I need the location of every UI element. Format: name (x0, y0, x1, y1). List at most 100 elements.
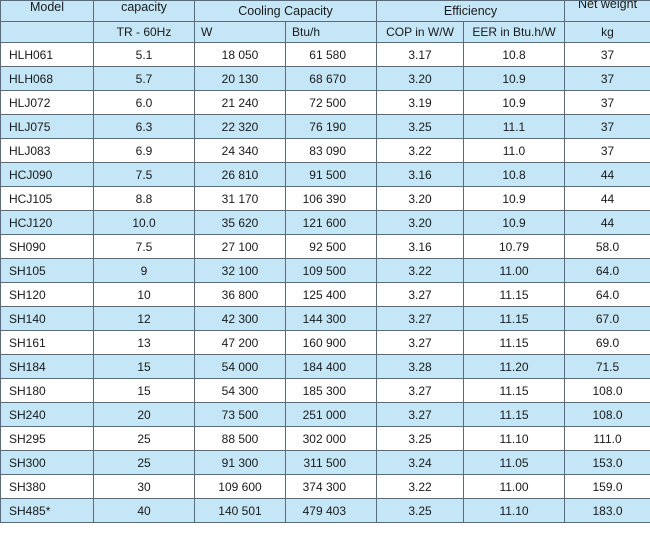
header-model: Model (0, 0, 94, 22)
cell-cop: 3.27 (376, 378, 464, 403)
cell-capacity-tr: 15 (93, 378, 195, 403)
cell-eer: 11.00 (462, 474, 566, 499)
header-cop: COP in W/W (376, 21, 464, 43)
cell-eer: 10.9 (462, 210, 566, 235)
cell-model: HCJ105 (0, 186, 94, 211)
cell-cooling-w: 140 501 (194, 498, 286, 523)
cell-eer: 10.9 (462, 186, 566, 211)
header-cooling-btu: Btu/h (285, 21, 377, 43)
cell-cop: 3.22 (376, 138, 464, 163)
cell-cooling-btu: 479 403 (285, 498, 377, 523)
cell-net-weight: 183.0 (564, 498, 650, 523)
cell-capacity-tr: 5.1 (93, 42, 195, 67)
cell-model: SH240 (0, 402, 94, 427)
cell-cooling-w: 42 300 (194, 306, 286, 331)
cell-net-weight: 37 (564, 138, 650, 163)
cell-cooling-w: 36 800 (194, 282, 286, 307)
cell-cop: 3.17 (376, 42, 464, 67)
cell-model: SH300 (0, 450, 94, 475)
cell-cooling-btu: 61 580 (285, 42, 377, 67)
cell-cooling-btu: 106 390 (285, 186, 377, 211)
cell-eer: 11.15 (462, 402, 566, 427)
cell-net-weight: 64.0 (564, 258, 650, 283)
cell-capacity-tr: 9 (93, 258, 195, 283)
table-row: HLH061 5.1 18 050 61 580 3.17 10.8 37 (0, 42, 650, 67)
cell-model: HCJ120 (0, 210, 94, 235)
cell-eer: 11.15 (462, 378, 566, 403)
cell-cop: 3.27 (376, 282, 464, 307)
cell-capacity-tr: 12 (93, 306, 195, 331)
cell-cooling-btu: 76 190 (285, 114, 377, 139)
table-row: SH240 20 73 500 251 000 3.27 11.15 108.0 (0, 402, 650, 427)
cell-eer: 10.9 (462, 90, 566, 115)
table-row: HLH068 5.7 20 130 68 670 3.20 10.9 37 (0, 66, 650, 91)
cell-net-weight: 44 (564, 210, 650, 235)
cell-eer: 11.20 (462, 354, 566, 379)
cell-cooling-w: 73 500 (194, 402, 286, 427)
cell-model: HLH068 (0, 66, 94, 91)
cell-net-weight: 44 (564, 162, 650, 187)
cell-cop: 3.16 (376, 162, 464, 187)
cell-cooling-btu: 251 000 (285, 402, 377, 427)
cell-net-weight: 108.0 (564, 402, 650, 427)
cell-cooling-w: 54 300 (194, 378, 286, 403)
cell-model: SH380 (0, 474, 94, 499)
cell-eer: 10.8 (462, 162, 566, 187)
cell-model: SH180 (0, 378, 94, 403)
cell-eer: 11.10 (462, 498, 566, 523)
cell-model: SH105 (0, 258, 94, 283)
table-row: HCJ105 8.8 31 170 106 390 3.20 10.9 44 (0, 186, 650, 211)
cell-cooling-w: 32 100 (194, 258, 286, 283)
cell-capacity-tr: 10 (93, 282, 195, 307)
cell-net-weight: 111.0 (564, 426, 650, 451)
header-cooling-capacity: Cooling Capacity (194, 0, 377, 22)
cell-capacity-tr: 7.5 (93, 234, 195, 259)
cell-cooling-btu: 302 000 (285, 426, 377, 451)
cell-cooling-w: 27 100 (194, 234, 286, 259)
cell-eer: 10.8 (462, 42, 566, 67)
cell-eer: 11.15 (462, 306, 566, 331)
cell-eer: 11.05 (462, 450, 566, 475)
cell-model: HCJ090 (0, 162, 94, 187)
table-row: SH161 13 47 200 160 900 3.27 11.15 69.0 (0, 330, 650, 355)
cell-net-weight: 67.0 (564, 306, 650, 331)
cell-net-weight: 153.0 (564, 450, 650, 475)
cell-net-weight: 44 (564, 186, 650, 211)
spec-table-body: HLH061 5.1 18 050 61 580 3.17 10.8 37 HLH068 5.7… (0, 42, 650, 523)
cell-cooling-btu: 184 400 (285, 354, 377, 379)
cell-cooling-btu: 91 500 (285, 162, 377, 187)
cell-cop: 3.25 (376, 498, 464, 523)
cell-net-weight: 37 (564, 42, 650, 67)
table-row: HLJ072 6.0 21 240 72 500 3.19 10.9 37 (0, 90, 650, 115)
cell-cooling-w: 21 240 (194, 90, 286, 115)
cell-cooling-btu: 72 500 (285, 90, 377, 115)
cell-eer: 11.15 (462, 330, 566, 355)
cell-capacity-tr: 15 (93, 354, 195, 379)
cell-cooling-btu: 83 090 (285, 138, 377, 163)
cell-cooling-w: 24 340 (194, 138, 286, 163)
table-row: HCJ090 7.5 26 810 91 500 3.16 10.8 44 (0, 162, 650, 187)
cell-cop: 3.28 (376, 354, 464, 379)
cell-model: SH184 (0, 354, 94, 379)
cell-capacity-tr: 5.7 (93, 66, 195, 91)
cell-cooling-btu: 311 500 (285, 450, 377, 475)
cell-cooling-w: 35 620 (194, 210, 286, 235)
cell-cooling-btu: 185 300 (285, 378, 377, 403)
cell-eer: 10.9 (462, 66, 566, 91)
cell-cooling-btu: 68 670 (285, 66, 377, 91)
cell-cop: 3.19 (376, 90, 464, 115)
cell-cop: 3.25 (376, 114, 464, 139)
header-capacity: capacity (93, 0, 195, 22)
cell-cooling-btu: 160 900 (285, 330, 377, 355)
cell-capacity-tr: 25 (93, 450, 195, 475)
cell-model: HLJ075 (0, 114, 94, 139)
cell-cooling-btu: 144 300 (285, 306, 377, 331)
cell-cooling-w: 91 300 (194, 450, 286, 475)
header-row-top: Model capacity Cooling Capacity Efficien… (0, 0, 650, 22)
header-efficiency: Efficiency (375, 0, 566, 22)
cell-model: SH295 (0, 426, 94, 451)
cell-capacity-tr: 6.9 (93, 138, 195, 163)
cell-cooling-w: 20 130 (194, 66, 286, 91)
cell-net-weight: 37 (564, 90, 650, 115)
